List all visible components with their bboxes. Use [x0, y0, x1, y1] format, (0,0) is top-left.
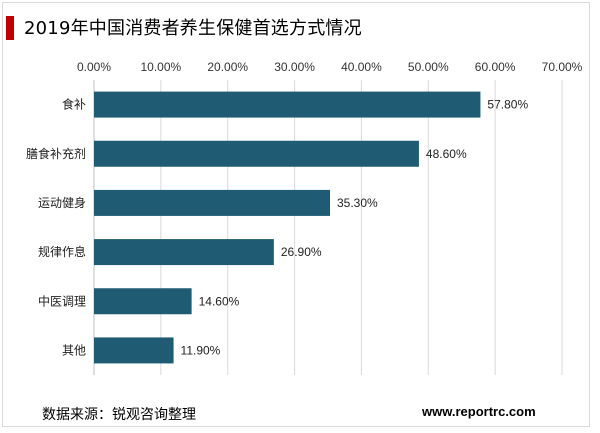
chart-title: 2019年中国消费者养生保健首选方式情况 [24, 18, 362, 39]
category-label: 其他 [62, 343, 86, 357]
bar [94, 288, 192, 315]
data-label: 11.90% [181, 343, 221, 357]
category-label: 规律作息 [38, 244, 86, 259]
x-tick-label: 70.00% [542, 60, 583, 74]
x-tick-label: 10.00% [141, 60, 182, 74]
category-label: 中医调理 [38, 293, 86, 308]
x-tick-label: 40.00% [341, 60, 382, 74]
bar [94, 337, 174, 364]
title-accent-bar [6, 16, 14, 40]
data-label: 48.60% [426, 147, 467, 161]
data-label: 26.90% [281, 245, 322, 259]
data-label: 57.80% [487, 98, 528, 112]
data-label: 35.30% [337, 196, 378, 210]
chart-frame [2, 2, 590, 427]
bar [94, 91, 481, 118]
x-tick-label: 30.00% [274, 60, 315, 74]
x-tick-label: 50.00% [408, 60, 449, 74]
bar [94, 140, 419, 167]
x-tick-label: 20.00% [207, 60, 248, 74]
website-url: www.reportrc.com [422, 404, 536, 419]
bar [94, 189, 331, 216]
category-label: 膳食补充剂 [26, 146, 86, 161]
data-source: 数据来源：锐观咨询整理 [42, 407, 196, 423]
data-label: 14.60% [199, 294, 240, 308]
x-tick-label: 60.00% [475, 60, 516, 74]
category-label: 运动健身 [38, 195, 86, 210]
x-tick-label: 0.00% [77, 60, 111, 74]
bar [94, 239, 274, 266]
category-label: 食补 [62, 97, 86, 112]
